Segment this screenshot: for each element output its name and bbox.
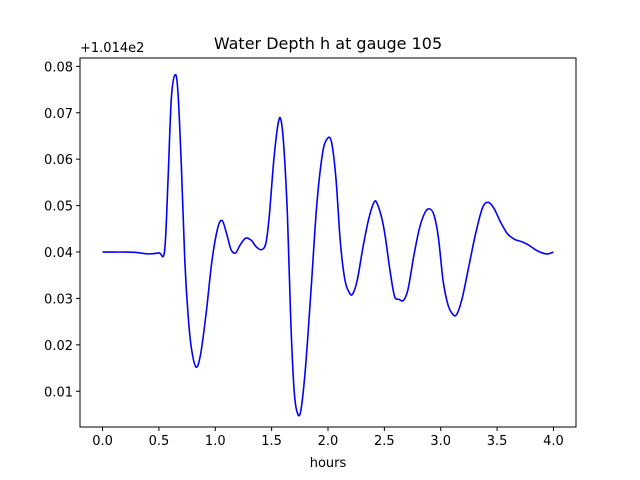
y-tick-label: 0.01	[44, 385, 73, 400]
x-tick-label: 2.0	[318, 434, 339, 449]
x-tick-label: 3.5	[487, 434, 508, 449]
x-axis-label: hours	[310, 456, 347, 471]
series-line	[102, 73, 554, 417]
y-tick-label: 0.02	[44, 339, 73, 354]
x-tick-label: 0.5	[149, 434, 170, 449]
x-tick-label: 1.5	[261, 434, 282, 449]
y-tick-label: 0.04	[44, 246, 73, 261]
x-tick-label: 4.0	[543, 434, 564, 449]
y-tick-label: 0.03	[44, 292, 73, 307]
y-tick-label: 0.06	[44, 153, 73, 168]
y-offset-label: +1.014e2	[80, 41, 144, 56]
chart-title: Water Depth h at gauge 105	[214, 34, 442, 53]
y-tick-label: 0.07	[44, 107, 73, 122]
series-layer	[102, 73, 554, 417]
x-tick-label: 1.0	[205, 434, 226, 449]
y-tick-label: 0.08	[44, 60, 73, 75]
x-tick-label: 0.0	[92, 434, 113, 449]
y-tick-label: 0.05	[44, 200, 73, 215]
x-tick-label: 3.0	[430, 434, 451, 449]
x-tick-label: 2.5	[374, 434, 395, 449]
x-axis: 0.0 0.5 1.0 1.5 2.0 2.5 3.0 3.5 4.0	[92, 427, 564, 449]
y-axis: 0.01 0.02 0.03 0.04 0.05 0.06 0.07 0.08	[44, 60, 80, 400]
